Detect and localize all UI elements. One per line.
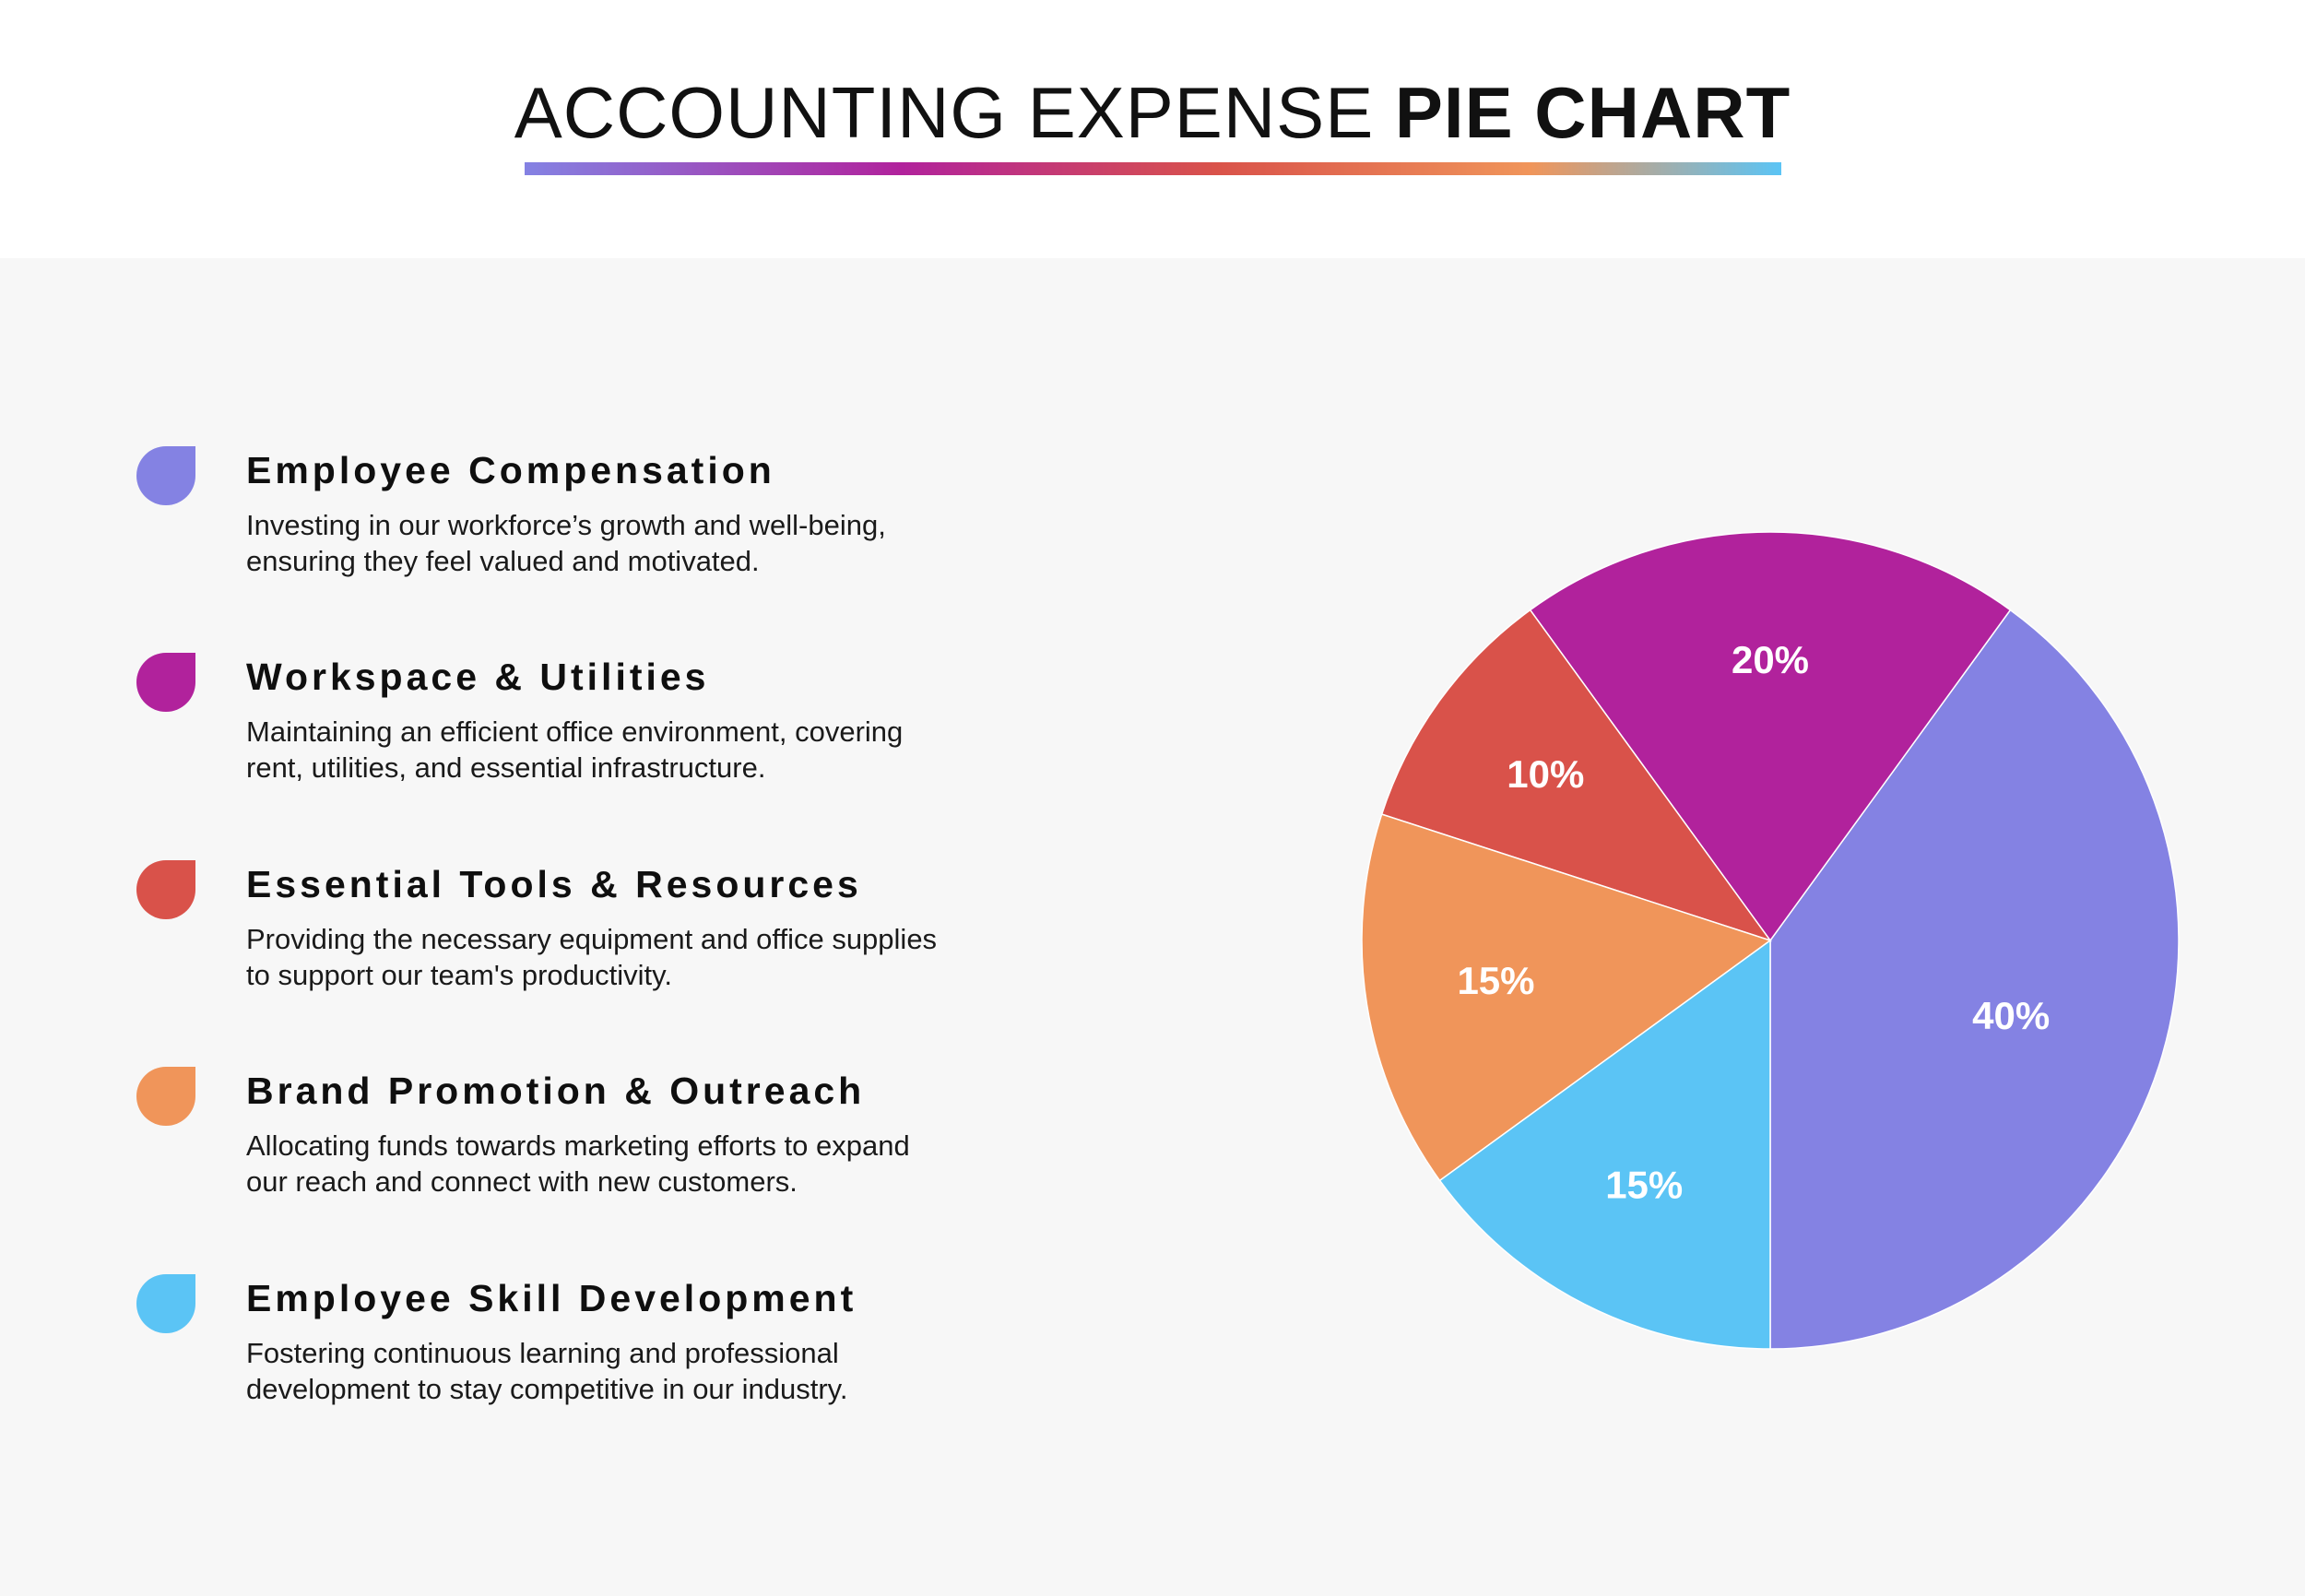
legend-item-description: Providing the necessary equipment and of…: [246, 921, 965, 993]
legend-desc-line: Allocating funds towards marketing effor…: [246, 1129, 910, 1162]
header: ACCOUNTING EXPENSE PIE CHART: [0, 0, 2305, 258]
pie-slice-essential-tools-resources: [1380, 609, 1772, 942]
pie-slice-employee-skill-development: [1438, 939, 1771, 1350]
pie-label-employee-skill-development: 15%: [1605, 1164, 1683, 1207]
legend-desc-line: rent, utilities, and essential infrastru…: [246, 751, 766, 784]
legend-item-description: Maintaining an efficient office environm…: [246, 714, 965, 786]
title-light: ACCOUNTING EXPENSE: [514, 72, 1395, 153]
page-title: ACCOUNTING EXPENSE PIE CHART: [0, 66, 2305, 159]
legend-desc-line: ensuring they feel valued and motivated.: [246, 545, 760, 577]
legend-desc-line: Investing in our workforce’s growth and …: [246, 509, 886, 541]
legend-item-workspace-utilities: Workspace & Utilities Maintaining an eff…: [0, 653, 1014, 837]
pie-label-workspace-utilities: 20%: [1732, 638, 1809, 681]
legend-marker-icon: [136, 860, 195, 919]
pie-label-employee-compensation: 40%: [1972, 994, 2050, 1037]
legend-item-title: Brand Promotion & Outreach: [246, 1070, 866, 1112]
pie-slice-brand-promotion-outreach: [1361, 813, 1772, 1182]
legend-item-brand-promotion: Brand Promotion & Outreach Allocating fu…: [0, 1067, 1014, 1251]
pie-label-brand-promotion-outreach: 15%: [1457, 959, 1534, 1002]
legend-desc-line: Maintaining an efficient office environm…: [246, 715, 904, 748]
legend-desc-line: to support our team's productivity.: [246, 959, 672, 991]
legend-desc-line: Fostering continuous learning and profes…: [246, 1337, 839, 1369]
legend-item-description: Investing in our workforce’s growth and …: [246, 507, 965, 579]
legend-desc-line: development to stay competitive in our i…: [246, 1373, 848, 1405]
pie-label-essential-tools-resources: 10%: [1507, 752, 1584, 796]
legend-marker-icon: [136, 446, 195, 505]
legend-item-title: Workspace & Utilities: [246, 656, 710, 698]
title-bold: PIE CHART: [1394, 72, 1791, 153]
legend-marker-icon: [136, 653, 195, 712]
legend: Employee Compensation Investing in our w…: [0, 258, 1014, 1596]
legend-marker-icon: [136, 1274, 195, 1333]
legend-item-employee-compensation: Employee Compensation Investing in our w…: [0, 446, 1014, 631]
legend-item-essential-tools: Essential Tools & Resources Providing th…: [0, 860, 1014, 1045]
legend-item-description: Allocating funds towards marketing effor…: [246, 1128, 965, 1200]
legend-marker-icon: [136, 1067, 195, 1126]
legend-item-title: Employee Compensation: [246, 449, 775, 491]
legend-item-skill-development: Employee Skill Development Fostering con…: [0, 1274, 1014, 1459]
pie-slice-employee-compensation: [1769, 609, 2180, 1350]
legend-desc-line: our reach and connect with new customers…: [246, 1165, 798, 1198]
pie-chart-container: 40% 20% 10% 15% 15%: [1346, 516, 2194, 1365]
pie-slice-workspace-utilities: [1529, 531, 2012, 942]
legend-item-description: Fostering continuous learning and profes…: [246, 1335, 965, 1407]
content-panel: Employee Compensation Investing in our w…: [0, 258, 2305, 1596]
legend-desc-line: Providing the necessary equipment and of…: [246, 923, 938, 955]
title-underline: [525, 162, 1781, 175]
pie-chart: 40% 20% 10% 15% 15%: [1361, 531, 2180, 1350]
legend-item-title: Employee Skill Development: [246, 1277, 857, 1319]
legend-item-title: Essential Tools & Resources: [246, 863, 862, 905]
